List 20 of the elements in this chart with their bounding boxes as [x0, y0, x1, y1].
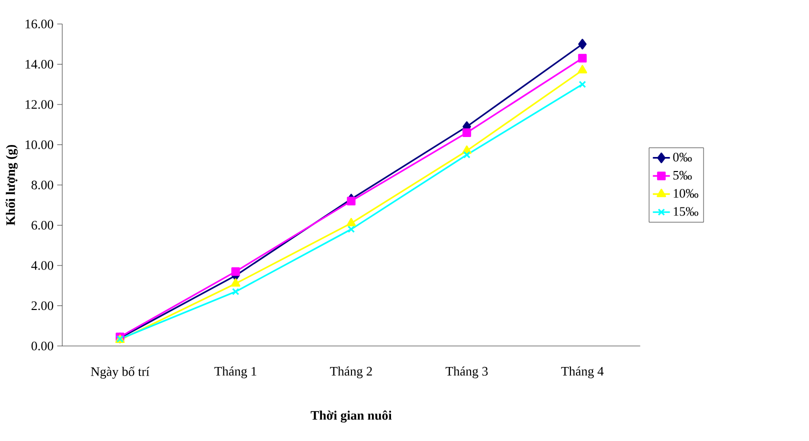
y-tick-label: 2.00	[32, 301, 54, 310]
y-tick-label: 8.00	[32, 180, 54, 190]
y-tick-label: 14.00	[26, 60, 54, 69]
y-axis-title: Khối lượng (g)	[5, 144, 18, 226]
x-tick-label: Tháng 2	[330, 366, 372, 378]
y-tick-label: 10.00	[26, 140, 54, 150]
x-tick-label: Tháng 1	[214, 366, 256, 378]
x-tick-label: Tháng 4	[561, 366, 604, 378]
legend-label: 15‰	[674, 207, 698, 216]
x-tick-label: Tháng 3	[446, 366, 488, 378]
y-tick-label: 6.00	[32, 220, 54, 230]
x-axis-title: Thời gian nuôi	[310, 410, 392, 423]
x-tick-label: Ngày bố trí	[90, 366, 150, 379]
legend-label: 10‰	[674, 188, 698, 198]
y-tick-label: 16.00	[26, 20, 54, 28]
legend-label: 5‰	[673, 170, 692, 180]
y-tick-label: 4.00	[31, 261, 54, 270]
y-tick-label: 12.00	[26, 100, 54, 109]
legend-label: 0‰	[673, 152, 692, 162]
y-tick-label: 0.00	[32, 342, 54, 350]
